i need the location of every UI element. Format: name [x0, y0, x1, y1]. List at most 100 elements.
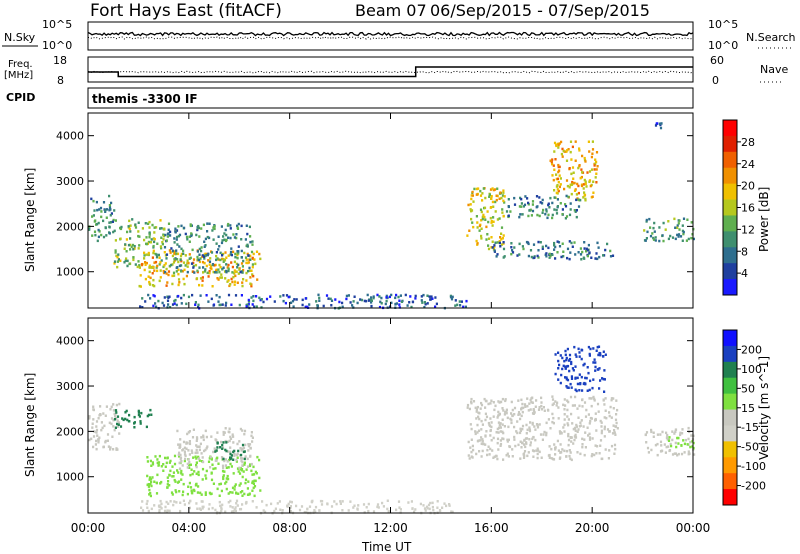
data-cell: [475, 239, 478, 243]
data-cell: [287, 502, 290, 506]
data-cell: [643, 229, 646, 232]
data-cell: [464, 305, 467, 309]
data-cell: [129, 230, 132, 233]
data-cell: [676, 226, 679, 229]
data-cell: [231, 271, 234, 274]
data-cell: [609, 249, 612, 253]
data-cell: [207, 259, 210, 262]
data-cell: [595, 160, 598, 164]
data-cell: [208, 263, 211, 266]
data-cell: [96, 434, 99, 437]
data-cell: [102, 445, 105, 449]
data-cell: [568, 353, 572, 357]
data-cell: [678, 219, 681, 222]
data-cell: [614, 425, 617, 428]
data-cell: [108, 208, 111, 212]
data-cell: [146, 506, 149, 509]
data-cell: [504, 399, 507, 403]
data-cell: [570, 386, 573, 389]
data-cell: [505, 408, 508, 412]
data-cell: [665, 431, 668, 435]
data-cell: [598, 452, 601, 455]
data-cell: [476, 405, 479, 409]
data-cell: [167, 232, 170, 235]
data-cell: [253, 305, 256, 308]
data-cell: [566, 386, 569, 389]
data-cell: [591, 152, 594, 155]
data-cell: [584, 376, 587, 380]
data-cell: [563, 359, 566, 363]
data-cell: [150, 484, 153, 488]
data-cell: [139, 420, 142, 423]
data-cell: [502, 189, 505, 192]
data-cell: [229, 253, 232, 256]
data-cell: [208, 260, 212, 263]
data-cell: [547, 454, 550, 457]
data-cell: [422, 504, 425, 507]
data-cell: [678, 228, 681, 231]
data-cell: [557, 180, 560, 184]
data-cell: [173, 250, 176, 253]
data-cell: [561, 367, 564, 371]
data-cell: [450, 297, 454, 301]
data-cell: [568, 369, 571, 373]
data-cell: [208, 271, 211, 275]
colorbar-segment: [723, 377, 737, 395]
data-cell: [149, 297, 152, 300]
data-cell: [540, 456, 543, 459]
data-cell: [176, 243, 179, 246]
data-cell: [184, 232, 187, 236]
data-cell: [579, 253, 583, 256]
data-cell: [338, 300, 341, 304]
data-cell: [97, 228, 100, 232]
data-cell: [222, 235, 225, 238]
data-cell: [145, 242, 148, 246]
data-cell: [318, 509, 321, 512]
data-cell: [425, 505, 429, 509]
data-cell: [201, 456, 204, 459]
data-cell: [175, 252, 178, 255]
data-cell: [141, 509, 145, 512]
data-cell: [201, 284, 204, 287]
data-cell: [595, 452, 598, 455]
data-cell: [242, 470, 245, 473]
data-cell: [341, 509, 344, 512]
data-cell: [107, 445, 110, 448]
data-cell: [162, 238, 165, 241]
data-cell: [161, 301, 164, 305]
data-cell: [215, 269, 218, 272]
data-cell: [564, 376, 567, 379]
data-cell: [516, 431, 519, 435]
data-cell: [552, 164, 555, 167]
data-cell: [213, 264, 216, 267]
data-cell: [151, 476, 154, 479]
data-cell: [496, 253, 499, 256]
data-cell: [498, 401, 501, 404]
data-cell: [684, 438, 687, 442]
data-cell: [204, 237, 207, 241]
data-cell: [147, 509, 150, 513]
data-cell: [320, 503, 324, 506]
data-cell: [143, 268, 146, 272]
data-cell: [137, 413, 140, 417]
data-cell: [255, 295, 258, 298]
data-cell: [360, 298, 364, 302]
data-cell: [504, 398, 507, 401]
data-cell: [229, 283, 232, 286]
x-tick-label: 20:00: [575, 521, 610, 535]
data-cell: [244, 481, 247, 485]
data-cell: [591, 195, 594, 198]
data-cell: [561, 155, 564, 158]
data-cell: [654, 239, 657, 242]
data-cell: [222, 441, 225, 444]
data-cell: [236, 226, 239, 229]
data-cell: [530, 255, 533, 259]
data-cell: [381, 501, 384, 505]
colorbar-tick-label: 28: [741, 136, 755, 149]
colorbar-tick-label: 20: [741, 180, 755, 193]
data-cell: [214, 467, 217, 470]
data-cell: [395, 293, 398, 297]
data-cell: [171, 254, 174, 258]
data-cell: [219, 266, 222, 269]
data-cell: [301, 303, 304, 307]
